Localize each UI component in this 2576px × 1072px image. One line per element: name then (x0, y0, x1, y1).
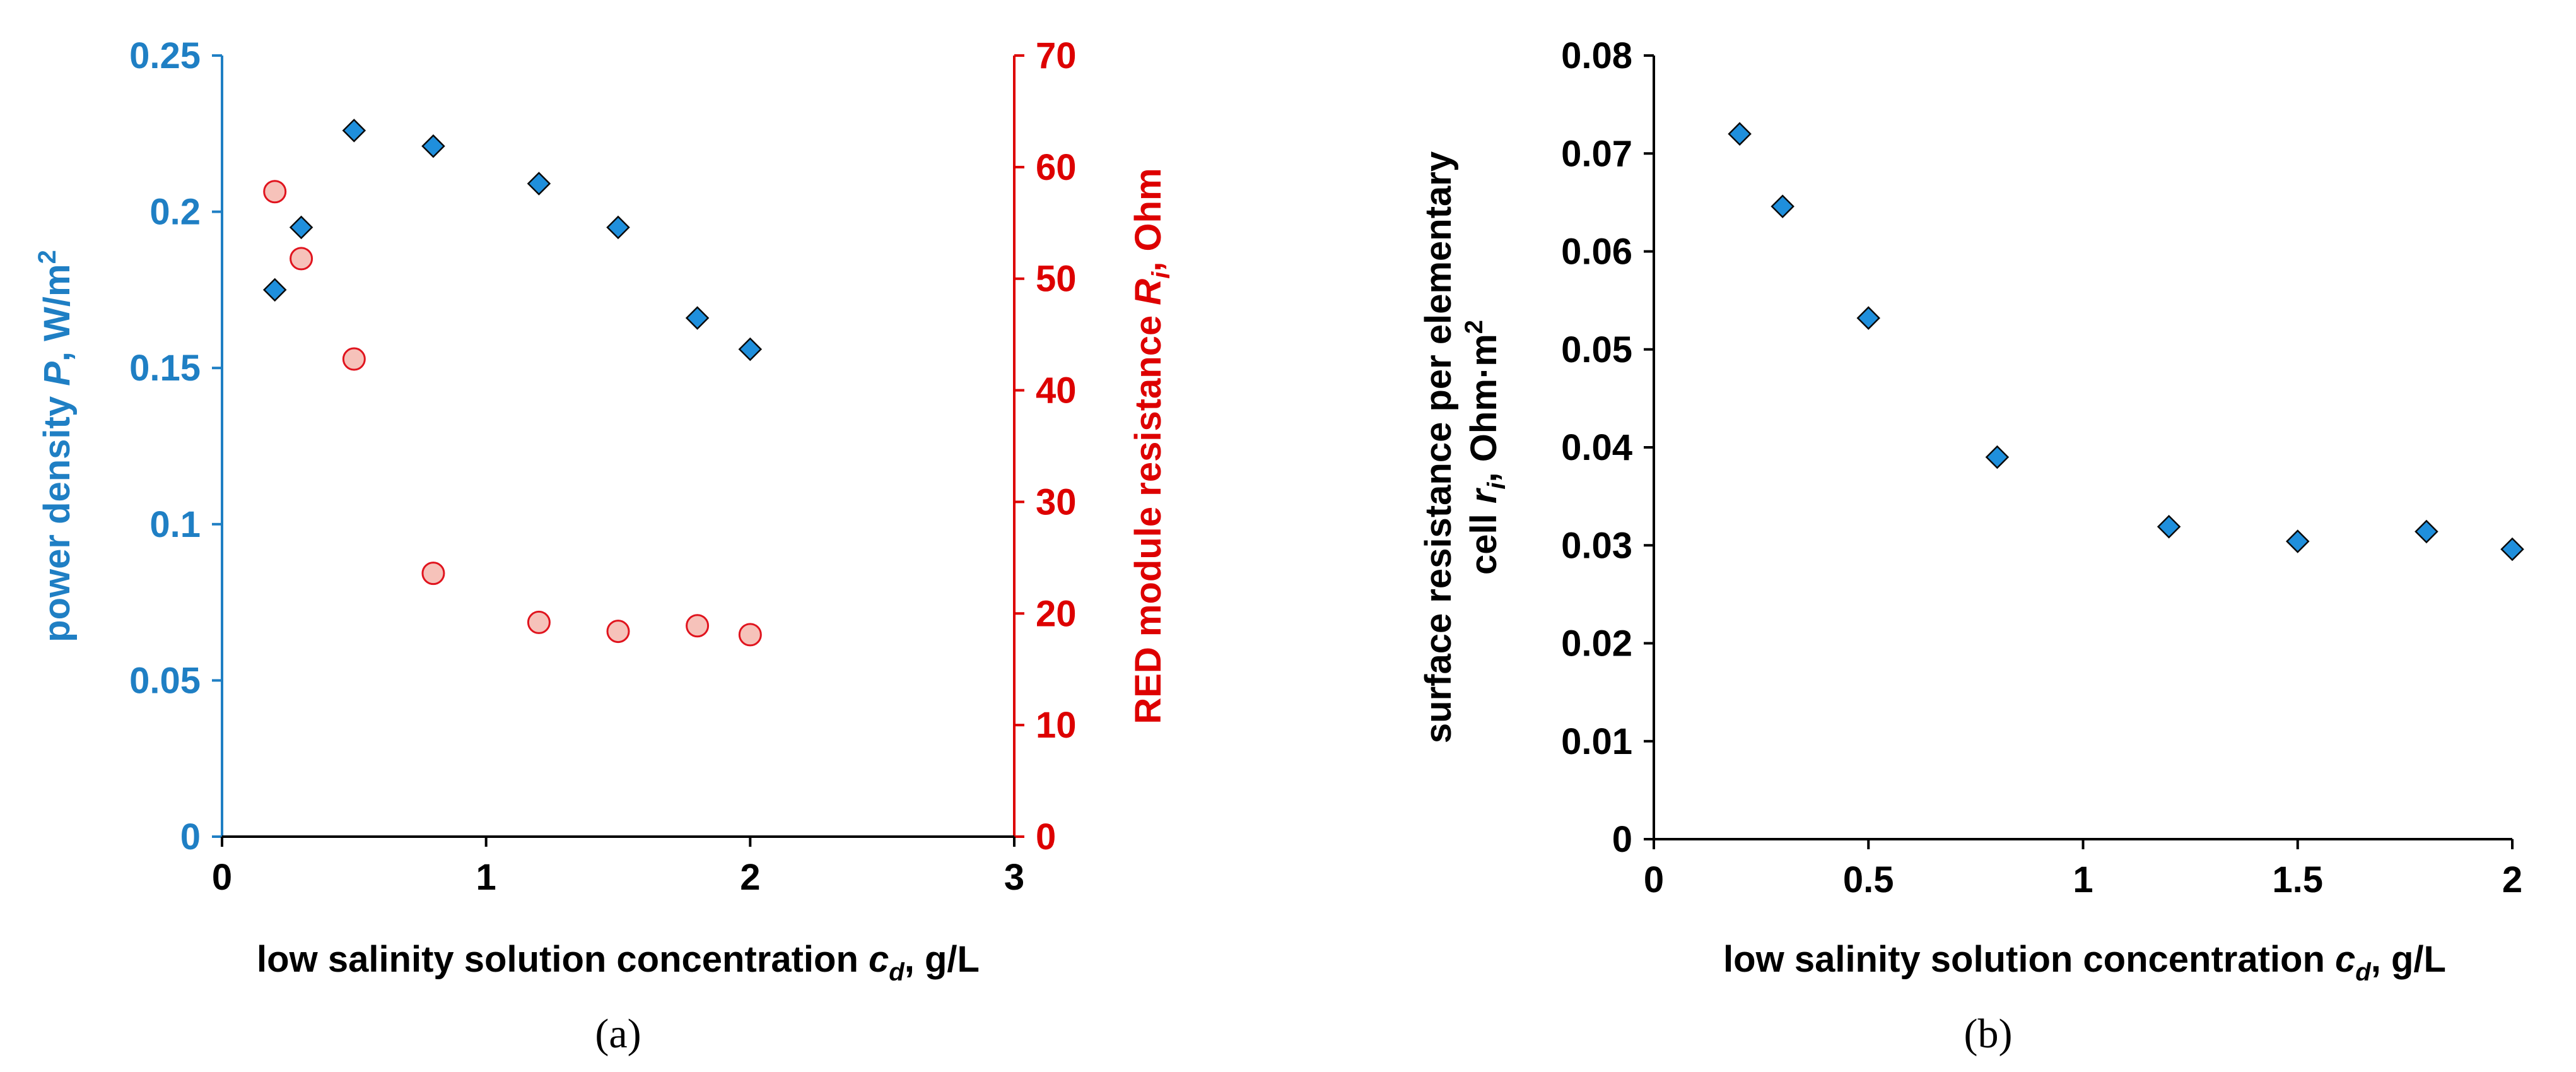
chart-a-right-tick-label: 10 (1036, 705, 1077, 746)
chart-a-points (262, 119, 763, 647)
chart-a-x-label: low salinity solution concentration cd, … (257, 939, 980, 986)
chart-b-y-tick-label: 0.06 (1561, 232, 1632, 273)
chart-a-left-tick-label: 0.15 (129, 348, 201, 389)
chart-a-power-density-point (342, 119, 366, 143)
chart-b-surface-resistance-point (1856, 306, 1881, 330)
chart-a-resistance-point (421, 562, 445, 586)
chart-b-x-tick-label: 0 (1644, 859, 1664, 900)
chart-b-surface-resistance-point (1728, 122, 1752, 146)
chart-b-surface-resistance-point (2157, 514, 2181, 539)
chart-a-right-tick-label: 30 (1036, 481, 1077, 522)
chart-a-right-y-label: RED module resistance Ri, Ohm (1128, 168, 1175, 724)
chart-b-x-tick-label: 2 (2502, 859, 2522, 900)
chart-b-x-tick-label: 1.5 (2272, 859, 2323, 900)
chart-a-left-tick-label: 0.1 (149, 504, 201, 545)
chart-a-left-tick-label: 0.2 (149, 192, 201, 233)
chart-a-resistance-point (606, 620, 630, 644)
chart-a-x-tick-label: 1 (476, 857, 496, 898)
chart-b-x-tick-label: 1 (2073, 859, 2093, 900)
chart-a-x-tick-label: 2 (740, 857, 760, 898)
chart-b-x-tick-label: 0.5 (1843, 859, 1894, 900)
chart-b-y-tick-label: 0.08 (1561, 35, 1632, 76)
chart-a-right-tick-label: 60 (1036, 147, 1077, 188)
chart-b-caption: (b) (1964, 1011, 2013, 1057)
chart-a-resistance-point (290, 247, 313, 271)
chart-b-y-tick-label: 0.04 (1561, 427, 1632, 468)
chart-a-power-density-point (289, 215, 313, 240)
chart-b-y-label-line2: cell ri, Ohm·m2 (1460, 320, 1511, 575)
chart-b-y-tick-label: 0.02 (1561, 623, 1632, 664)
chart-b-points (1728, 122, 2524, 562)
chart-a-power-density-point (421, 134, 445, 158)
chart-a-right-tick-label: 20 (1036, 593, 1077, 634)
chart-a-right-tick-label: 70 (1036, 35, 1077, 76)
chart-a-power-density-point (738, 337, 763, 362)
chart-b-surface-resistance-point (2500, 537, 2524, 562)
chart-a-right-tick-label: 50 (1036, 259, 1077, 300)
chart-a-left-ticks: 0 0.05 0.1 0.15 0.2 0.25 (129, 35, 222, 857)
chart-a-power-density-point (262, 278, 287, 302)
chart-a-left-tick-label: 0.25 (129, 35, 201, 76)
chart-a-right-ticks: 0 10 20 30 40 50 60 70 (1014, 35, 1077, 857)
chart-a-left-tick-label: 0.05 (129, 660, 201, 701)
chart-b-y-label-line1: surface resistance per elementary (1418, 151, 1459, 743)
chart-b-surface-resistance-point (2415, 519, 2438, 544)
chart-b-surface-resistance-point (1771, 194, 1794, 218)
chart-a-resistance-point (527, 610, 551, 634)
chart-a-power-density-point (527, 172, 551, 196)
chart-b-x-label: low salinity solution concentration cd, … (1723, 939, 2446, 986)
chart-a-resistance-point (342, 347, 366, 371)
chart-b-y-tick-label: 0.05 (1561, 329, 1632, 370)
chart-a-power-density-point (606, 215, 630, 240)
chart-a-resistance-point (686, 614, 710, 638)
chart-a-right-tick-label: 40 (1036, 370, 1077, 411)
chart-b-y-tick-label: 0.07 (1561, 133, 1632, 174)
chart-b: 0 0.01 0.02 0.03 0.04 0.05 0.06 0.07 0.08 0 0.5 1 1… (1418, 35, 2524, 1057)
chart-a-x-tick-label: 0 (212, 857, 232, 898)
chart-a-left-tick-label: 0 (180, 816, 201, 857)
chart-a-caption: (a) (595, 1011, 641, 1057)
chart-b-surface-resistance-point (1985, 445, 2010, 469)
chart-a-power-density-point (685, 306, 710, 330)
chart-b-y-tick-label: 0.01 (1561, 721, 1632, 762)
chart-b-y-tick-label: 0.03 (1561, 525, 1632, 566)
chart-a: 0 0.05 0.1 0.15 0.2 0.25 0 10 20 30 40 50 60 70 0 1 2 3… (33, 35, 1175, 1057)
chart-a-x-ticks: 0 1 2 3 (212, 837, 1024, 898)
chart-b-y-ticks: 0 0.01 0.02 0.03 0.04 0.05 0.06 0.07 0.08 (1561, 35, 1654, 860)
chart-a-resistance-point (738, 623, 762, 647)
chart-a-left-y-label: power density P, W/m2 (33, 250, 78, 642)
chart-a-x-tick-label: 3 (1004, 857, 1024, 898)
chart-b-x-ticks: 0 0.5 1 1.5 2 (1644, 839, 2522, 900)
chart-a-resistance-point (263, 180, 287, 204)
chart-b-surface-resistance-point (2285, 529, 2310, 553)
chart-a-right-tick-label: 0 (1036, 816, 1056, 857)
chart-b-y-tick-label: 0 (1612, 819, 1632, 860)
